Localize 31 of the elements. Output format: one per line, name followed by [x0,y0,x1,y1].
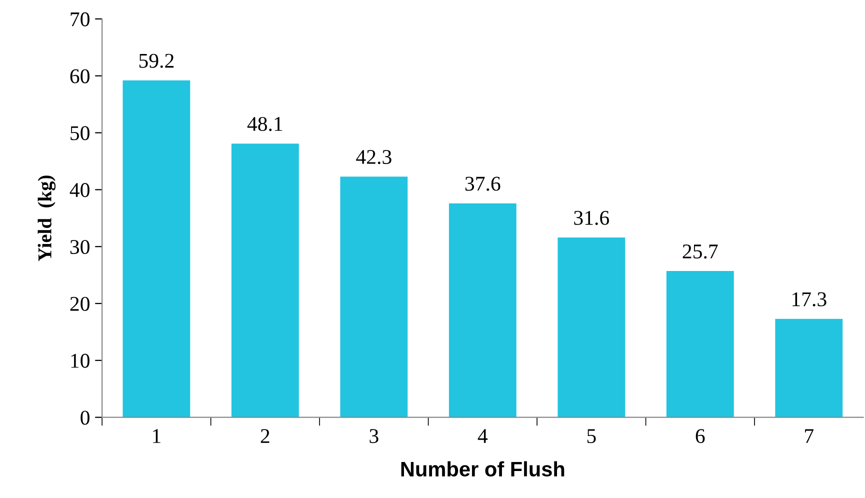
x-tick-label: 2 [260,429,270,443]
y-tick-label: 0 [80,410,90,425]
bar [558,237,626,418]
data-label: 42.3 [356,150,392,164]
bar [122,80,190,418]
bar [340,176,408,418]
y-tick-label: 40 [70,183,90,198]
x-tick-label: 1 [153,429,160,443]
data-label: 37.6 [465,176,500,191]
bar [231,144,299,418]
data-label: 25.7 [682,244,718,259]
x-axis-title: Number of Flush [401,461,564,477]
data-label: 59.2 [139,54,174,68]
x-tick-label: 7 [805,429,814,443]
data-label: 48.1 [247,116,282,132]
y-tick-label: 10 [71,354,90,368]
data-label: 31.6 [574,210,610,225]
bar [775,318,843,418]
y-tick-label: 20 [70,296,90,311]
data-label: 17.3 [792,292,826,306]
x-tick-label: 4 [478,429,488,443]
y-tick-label: 60 [70,69,90,84]
x-tick-label: 6 [696,429,705,444]
x-tick-label: 5 [587,429,596,444]
y-axis-title: Yield (kg) [38,176,56,262]
bar [666,271,734,418]
x-tick-label: 3 [370,429,378,444]
bar [448,203,516,418]
y-tick-label: 70 [70,12,90,26]
y-tick-label: 30 [70,240,90,254]
y-tick-label: 50 [70,126,90,140]
